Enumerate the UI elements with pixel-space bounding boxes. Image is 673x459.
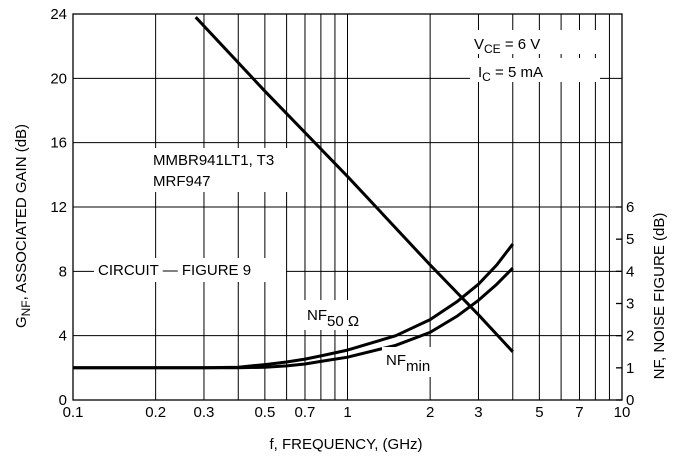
x-tick-label: 3 <box>474 404 482 421</box>
ic-annotation: IC = 5 mA <box>478 64 543 84</box>
x-tick-label: 10 <box>614 404 631 421</box>
grid <box>72 13 623 401</box>
x-tick-label: 0.3 <box>194 404 215 421</box>
device-label-2: MRF947 <box>153 173 211 190</box>
nfmin-label: NFmin <box>386 352 430 375</box>
plot-frame <box>72 13 623 401</box>
series-line-g-nf <box>194 16 514 353</box>
right-y-tick-label: 0 <box>626 392 634 409</box>
left-y-tick-label: 4 <box>59 328 67 345</box>
x-tick-label: 0.2 <box>145 404 166 421</box>
x-tick-label: 0.7 <box>295 404 316 421</box>
right-y-tick-label: 3 <box>626 296 634 313</box>
circuit-label: CIRCUIT — FIGURE 9 <box>98 262 251 279</box>
curves <box>73 16 514 370</box>
series-line-nf-min <box>73 267 514 370</box>
x-tick-label: 2 <box>426 404 434 421</box>
left-y-tick-label: 0 <box>59 392 67 409</box>
x-tick-label: 1 <box>343 404 351 421</box>
nf50-label: NF50 Ω <box>307 307 359 330</box>
annotations: VCE = 6 V IC = 5 mA MMBR941LT1, T3 MRF94… <box>94 30 600 377</box>
device-label-1: MMBR941LT1, T3 <box>153 152 274 169</box>
right-y-tick-label: 4 <box>626 263 634 280</box>
left-y-tick-label: 24 <box>50 6 67 23</box>
left-y-tick-label: 12 <box>50 199 67 216</box>
right-y-tick-label: 1 <box>626 360 634 377</box>
y-axis-label-right: NF, NOISE FIGURE (dB) <box>651 213 668 380</box>
x-tick-label: 5 <box>535 404 543 421</box>
right-y-tick-label: 2 <box>626 328 634 345</box>
x-tick-label: 0.5 <box>254 404 275 421</box>
y-axis-label-left: GNF, ASSOCIATED GAIN (dB) <box>13 124 33 328</box>
x-tick-label: 0.1 <box>63 404 84 421</box>
x-tick-label: 7 <box>575 404 583 421</box>
right-y-tick-label: 6 <box>626 199 634 216</box>
left-y-tick-label: 16 <box>50 135 67 152</box>
left-y-tick-label: 8 <box>59 263 67 280</box>
right-y-tick-label: 5 <box>626 231 634 248</box>
x-axis-label: f, FREQUENCY, (GHz) <box>269 436 422 453</box>
left-y-tick-label: 20 <box>50 70 67 87</box>
vce-annotation: VCE = 6 V <box>474 36 540 56</box>
